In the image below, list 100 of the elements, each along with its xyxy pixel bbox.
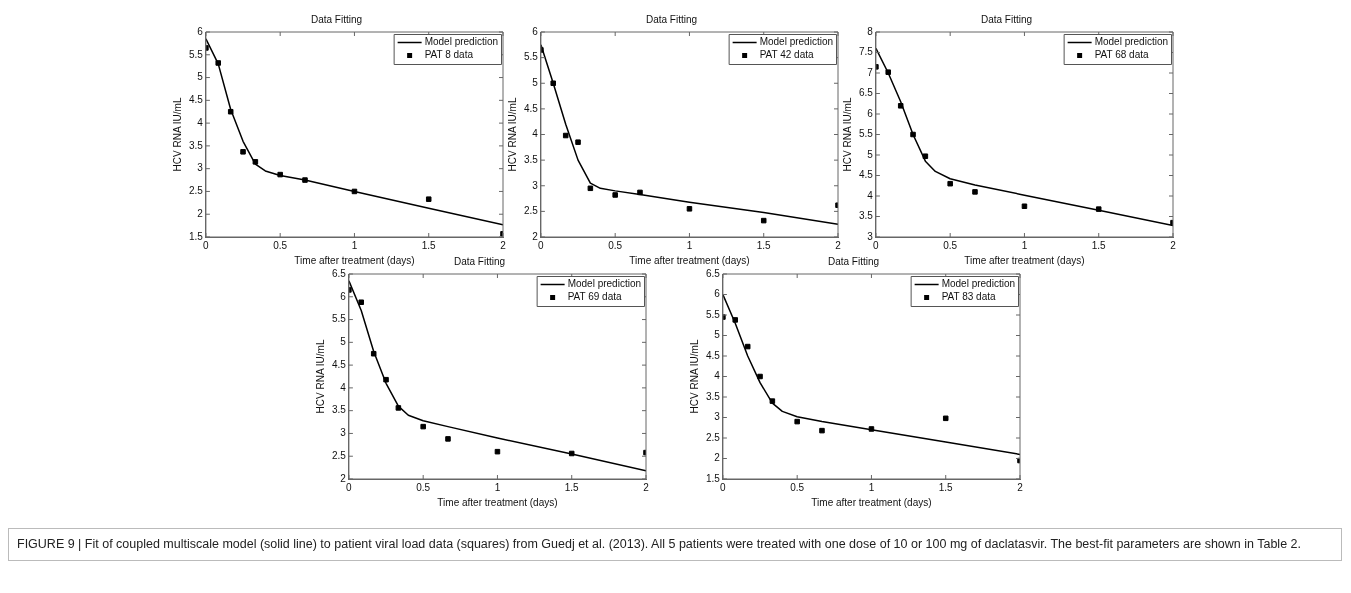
y-tick-label: 5.5 bbox=[332, 313, 347, 325]
x-tick-label: 0 bbox=[538, 239, 545, 251]
y-tick-label: 4 bbox=[532, 128, 539, 140]
y-tick-label: 6.5 bbox=[859, 87, 874, 99]
y-tick-label: 2.5 bbox=[332, 449, 347, 461]
y-tick-label: 2 bbox=[532, 230, 539, 242]
y-tick-label: 6 bbox=[340, 290, 347, 302]
chart-title: Data Fitting bbox=[827, 255, 880, 267]
point bbox=[420, 423, 426, 430]
y-tick-label: 3.5 bbox=[189, 139, 204, 151]
y-tick-label: 4 bbox=[714, 370, 721, 382]
y-tick-label: 2 bbox=[714, 452, 721, 464]
y-tick-label: 6 bbox=[197, 25, 204, 37]
y-tick-label: 4.5 bbox=[524, 102, 539, 114]
y-tick-label: 4.5 bbox=[332, 358, 347, 370]
point bbox=[760, 217, 767, 224]
y-axis-title: HCV RNA IU/mL bbox=[171, 97, 183, 172]
point bbox=[395, 405, 402, 411]
y-tick-label: 4 bbox=[867, 189, 874, 201]
point bbox=[794, 418, 800, 425]
point bbox=[215, 60, 221, 66]
y-tick-label: 3 bbox=[714, 411, 721, 423]
point bbox=[494, 448, 501, 455]
y-tick-label: 2.5 bbox=[524, 205, 539, 217]
y-tick-label: 2.5 bbox=[189, 185, 204, 197]
point bbox=[575, 139, 581, 145]
y-axis-title: HCV RNA IU/mL bbox=[506, 97, 518, 172]
x-tick-label: 2 bbox=[1170, 239, 1177, 251]
chart-title: Data Fitting bbox=[310, 13, 363, 25]
y-tick-label: 7.5 bbox=[859, 46, 874, 58]
x-tick-label: 1.5 bbox=[756, 239, 772, 251]
y-axis-title: HCV RNA IU/mL bbox=[841, 97, 853, 172]
x-tick-label: 1.5 bbox=[938, 481, 954, 493]
x-tick-label: 1 bbox=[686, 239, 693, 251]
legend-label: Model prediction bbox=[759, 36, 833, 48]
y-tick-label: 5.5 bbox=[706, 308, 721, 320]
x-tick-label: 1.5 bbox=[564, 481, 580, 493]
point bbox=[240, 149, 246, 155]
y-tick-label: 5.5 bbox=[859, 128, 874, 140]
x-tick-label: 0 bbox=[346, 481, 353, 493]
y-tick-label: 4 bbox=[197, 116, 204, 128]
point bbox=[744, 343, 751, 350]
point bbox=[947, 180, 953, 187]
x-tick-label: 1.5 bbox=[1091, 239, 1107, 251]
point bbox=[1021, 203, 1028, 210]
point bbox=[302, 177, 308, 183]
y-tick-label: 3 bbox=[197, 162, 204, 174]
y-tick-label: 3 bbox=[532, 179, 539, 191]
point bbox=[612, 192, 618, 198]
y-tick-label: 3.5 bbox=[524, 153, 539, 165]
y-tick-label: 4 bbox=[340, 381, 347, 393]
y-tick-label: 6 bbox=[532, 25, 539, 37]
x-tick-label: 0.5 bbox=[790, 481, 805, 493]
x-tick-label: 0.5 bbox=[273, 239, 288, 251]
x-tick-label: 0 bbox=[720, 481, 727, 493]
caption: FIGURE 9 | Fit of coupled multiscale model (solid line) to patient viral load data (squares) from Guedj et al. (2013). All 5 patients were treated with one dose of 10 or 100 mg of daclatasvir. The best-fit parameters are shown in Table 2. bbox=[17, 537, 1301, 551]
y-tick-label: 6.5 bbox=[706, 267, 721, 279]
x-tick-label: 0.5 bbox=[416, 481, 431, 493]
legend-label: PAT 8 data bbox=[424, 49, 474, 61]
x-tick-label: 1.5 bbox=[421, 239, 437, 251]
y-tick-label: 5.5 bbox=[524, 51, 539, 63]
chart-title: Data Fitting bbox=[980, 13, 1033, 25]
y-tick-label: 2.5 bbox=[706, 431, 721, 443]
y-tick-label: 5.5 bbox=[189, 48, 204, 60]
y-tick-label: 3.5 bbox=[332, 404, 347, 416]
point bbox=[922, 153, 929, 159]
x-axis-title: Time after treatment (days) bbox=[629, 254, 750, 266]
y-tick-label: 1.5 bbox=[706, 472, 721, 484]
x-axis-title: Time after treatment (days) bbox=[437, 496, 558, 508]
chart-title: Data Fitting bbox=[453, 255, 506, 267]
point bbox=[972, 189, 978, 195]
y-tick-label: 5 bbox=[532, 77, 539, 88]
point bbox=[358, 299, 364, 306]
x-tick-label: 1 bbox=[351, 239, 358, 251]
legend-label: Model prediction bbox=[1094, 36, 1168, 48]
x-axis-title: Time after treatment (days) bbox=[964, 254, 1085, 266]
y-tick-label: 7 bbox=[867, 66, 874, 78]
y-tick-label: 5 bbox=[197, 71, 204, 83]
legend-label: Model prediction bbox=[567, 278, 641, 290]
y-axis-title: HCV RNA IU/mL bbox=[688, 339, 700, 414]
point bbox=[562, 132, 569, 139]
x-tick-label: 0 bbox=[203, 239, 210, 251]
legend-label: Model prediction bbox=[424, 36, 498, 48]
x-tick-label: 2 bbox=[500, 239, 507, 251]
x-axis-title: Time after treatment (days) bbox=[811, 496, 932, 508]
y-tick-label: 5 bbox=[340, 336, 347, 348]
chart-title: Data Fitting bbox=[645, 13, 698, 25]
x-tick-label: 2 bbox=[1017, 481, 1024, 493]
y-tick-label: 4.5 bbox=[189, 94, 204, 106]
point bbox=[425, 196, 432, 202]
point bbox=[942, 415, 949, 422]
y-tick-label: 4.5 bbox=[859, 169, 874, 181]
point bbox=[550, 80, 556, 87]
x-tick-label: 1 bbox=[868, 481, 875, 493]
y-tick-label: 4.5 bbox=[706, 349, 721, 361]
y-tick-label: 3.5 bbox=[859, 210, 874, 222]
x-axis-title: Time after treatment (days) bbox=[294, 254, 415, 266]
x-tick-label: 2 bbox=[643, 481, 650, 493]
y-tick-label: 2 bbox=[340, 472, 347, 484]
legend-label: PAT 69 data bbox=[567, 291, 622, 303]
